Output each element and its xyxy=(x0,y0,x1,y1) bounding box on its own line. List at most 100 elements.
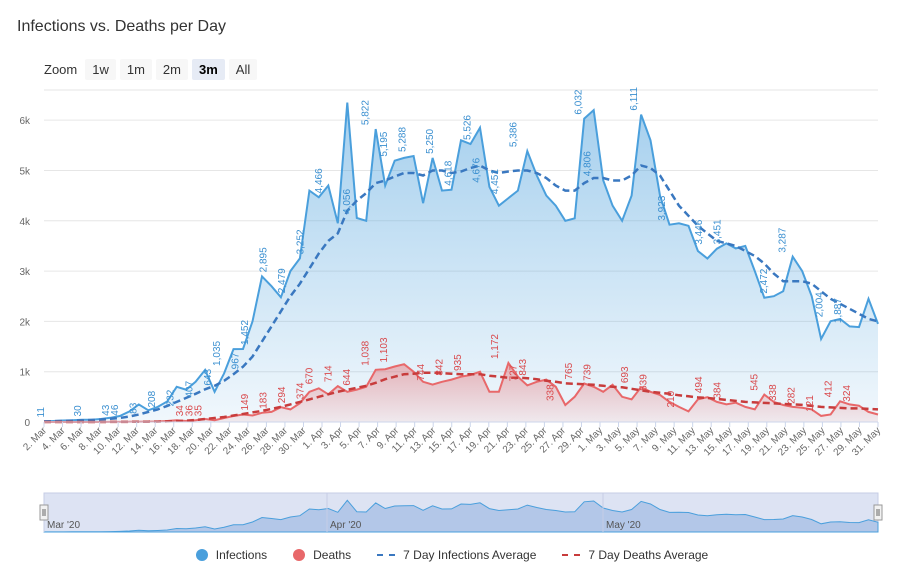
infections-data-label: 1,887 xyxy=(833,298,844,323)
legend: Infections Deaths 7 Day Infections Avera… xyxy=(0,548,904,562)
y-tick-label: 3k xyxy=(19,267,31,278)
deaths-data-label: 338 xyxy=(546,384,557,401)
infections-data-label: 3,451 xyxy=(712,219,723,244)
deaths-data-label: 670 xyxy=(305,367,316,384)
deaths-data-label: 294 xyxy=(277,386,288,403)
deaths-data-label: 36 xyxy=(184,405,195,417)
infections-data-label: 11 xyxy=(36,407,47,418)
navigator-handle-right[interactable] xyxy=(873,504,883,521)
zoom-1m-button[interactable]: 1m xyxy=(119,59,152,80)
infections-data-label: 5,822 xyxy=(360,100,371,125)
zoom-all-button[interactable]: All xyxy=(228,59,258,80)
deaths-data-label: 149 xyxy=(240,393,251,410)
infections-data-label: 4,056 xyxy=(342,189,353,214)
infections-data-label: 2,472 xyxy=(759,268,770,293)
deaths-data-label: 739 xyxy=(583,364,594,381)
infections-data-label: 232 xyxy=(166,389,177,406)
infections-data-label: 83 xyxy=(129,402,140,414)
infections-data-label: 2,479 xyxy=(277,268,288,293)
infections-data-label: 30 xyxy=(73,405,84,417)
zoom-selector: Zoom 1w 1m 2m 3m All xyxy=(44,59,258,80)
navigator-handle-left[interactable] xyxy=(39,504,49,521)
infections-data-label: 4,618 xyxy=(444,160,455,185)
zoom-label: Zoom xyxy=(44,62,78,77)
legend-item-infections[interactable]: Infections xyxy=(195,548,268,562)
infections-data-label: 5,386 xyxy=(509,122,520,147)
deaths-data-label: 539 xyxy=(638,374,649,391)
infections-data-label: 4,466 xyxy=(314,168,325,193)
deaths-data-label: 121 xyxy=(805,395,816,412)
deaths-data-label: 494 xyxy=(694,376,705,393)
deaths-data-label: 183 xyxy=(258,392,269,409)
legend-label-deaths: Deaths xyxy=(313,548,352,562)
infections-data-label: 2,895 xyxy=(258,247,269,272)
infections-data-label: 4,806 xyxy=(583,151,594,176)
infections-average-dash-icon xyxy=(377,554,396,556)
y-tick-label: 1k xyxy=(19,368,31,379)
deaths-data-label: 935 xyxy=(453,354,464,371)
deaths-data-label: 1,172 xyxy=(490,334,501,359)
deaths-area xyxy=(44,363,878,422)
deaths-data-label: 693 xyxy=(620,366,631,383)
navigator-series xyxy=(43,499,879,533)
infections-data-label: 6,032 xyxy=(573,89,584,114)
infections-data-label: 5,250 xyxy=(425,128,436,153)
deaths-average-line xyxy=(44,371,879,424)
infections-data-label: 6,111 xyxy=(629,87,640,111)
y-tick-label: 4k xyxy=(19,217,31,228)
infections-data-label: 3,287 xyxy=(777,227,788,252)
deaths-data-label: 412 xyxy=(824,380,835,397)
deaths-data-label: 843 xyxy=(518,358,529,375)
infections-data-label: 46 xyxy=(110,404,121,416)
infections-data-label: 3,446 xyxy=(694,219,705,244)
y-tick-label: 6k xyxy=(19,116,31,127)
legend-label-infections-average: 7 Day Infections Average xyxy=(403,548,537,562)
infections-marker-icon xyxy=(195,549,208,561)
zoom-3m-button[interactable]: 3m xyxy=(191,59,225,80)
legend-item-deaths-average[interactable]: 7 Day Deaths Average xyxy=(562,548,708,562)
deaths-data-label: 545 xyxy=(750,373,761,390)
deaths-data-label: 644 xyxy=(342,368,353,385)
infections-data-label: 3,923 xyxy=(657,195,668,220)
infections-data-label: 2,004 xyxy=(814,292,825,317)
zoom-2m-button[interactable]: 2m xyxy=(155,59,188,80)
infections-data-label: 643 xyxy=(203,369,214,386)
navigator-label: Apr '20 xyxy=(330,520,362,531)
infections-data-label: 3,252 xyxy=(295,229,306,254)
deaths-data-label: 1,038 xyxy=(360,340,371,365)
deaths-data-label: 324 xyxy=(842,385,853,402)
infections-data-label: 407 xyxy=(184,380,195,397)
deaths-data-label: 842 xyxy=(434,359,445,376)
navigator-label: Mar '20 xyxy=(47,520,80,531)
deaths-data-label: 338 xyxy=(768,384,779,401)
deaths-average-dash-icon xyxy=(562,554,581,556)
legend-label-deaths-average: 7 Day Deaths Average xyxy=(588,548,709,562)
y-tick-label: 2k xyxy=(19,317,31,328)
deaths-data-label: 744 xyxy=(416,363,427,380)
deaths-line xyxy=(44,360,879,423)
infections-data-label: 208 xyxy=(147,390,158,407)
navigator-label: May '20 xyxy=(606,520,641,531)
deaths-data-label: 727 xyxy=(509,364,520,381)
navigator[interactable]: Mar '20 Apr '20 May '20 xyxy=(39,492,883,533)
legend-item-deaths[interactable]: Deaths xyxy=(293,548,351,562)
infections-data-label: 5,288 xyxy=(397,127,408,152)
deaths-data-label: 35 xyxy=(194,405,205,417)
infections-data-label: 4,676 xyxy=(472,157,483,182)
deaths-data-label: 1,103 xyxy=(379,337,390,362)
deaths-data-label: 210 xyxy=(666,390,677,407)
deaths-data-label: 374 xyxy=(295,382,306,399)
infections-area xyxy=(44,102,878,422)
infections-data-label: 1,035 xyxy=(212,340,223,365)
legend-label-infections: Infections xyxy=(215,548,268,562)
infections-average-line xyxy=(43,164,879,423)
infections-data-label: 5,195 xyxy=(379,131,390,156)
zoom-1w-button[interactable]: 1w xyxy=(85,59,116,80)
y-tick-label: 5k xyxy=(19,166,31,177)
deaths-data-label: 384 xyxy=(712,382,723,399)
deaths-marker-icon xyxy=(293,549,306,561)
legend-item-infections-average[interactable]: 7 Day Infections Average xyxy=(377,548,536,562)
infections-data-label: 5,526 xyxy=(462,115,473,140)
infections-data-label: 967 xyxy=(231,352,242,369)
